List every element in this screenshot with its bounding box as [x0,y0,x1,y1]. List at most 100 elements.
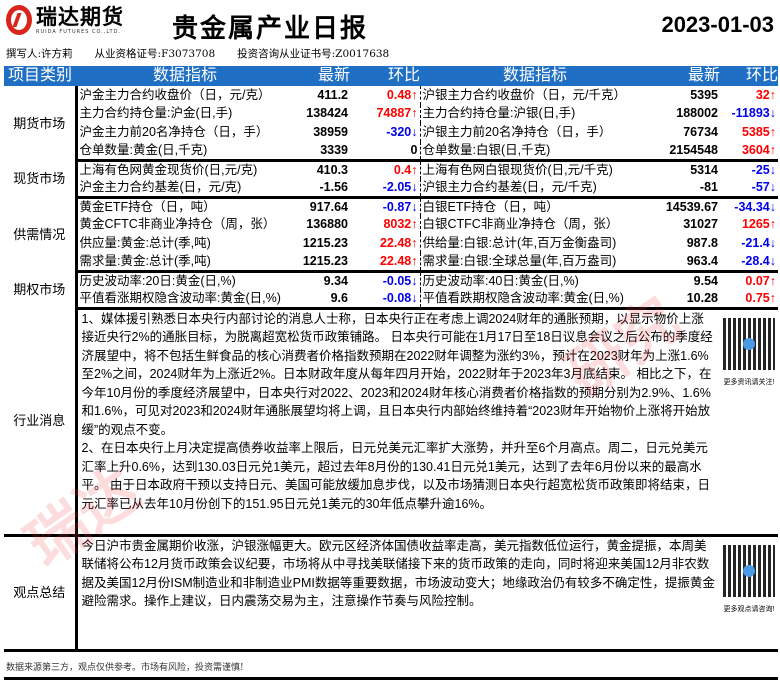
change-value: 1265↑ [741,217,776,232]
qr-caption: 更多资讯请关注! [723,378,775,386]
indicator-name: 历史波动率:40日:黄金(日,%) [422,273,579,288]
change-value: 0.75↑ [720,289,778,310]
change-value: 22.48↑ [350,234,421,253]
summary-category: 观点总结 [4,535,78,652]
news-item-1: 1、媒体援引熟悉日本央行内部讨论的消息人士称，日本央行正在考虑上调2024财年的… [81,311,713,437]
latest-value: 5395 [690,87,718,102]
report-header: 瑞达期货 RUIDA FUTURES CO.,LTD. 贵金属产业日报 2023-… [0,0,780,44]
section-category: 现货市场 [4,160,78,197]
logo-name: 瑞达期货 [36,5,124,29]
change-value: -25↓ [751,162,776,177]
news-row: 行业消息 1、媒体援引熟悉日本央行内部讨论的消息人士称，日本央行正在考虑上调20… [4,308,778,537]
table-row: 需求量:黄金:总计(季,吨) 1215.23 22.48↑ 需求量:白银:全球总… [4,252,778,273]
indicator-name: 沪金主力前20名净持仓（日，手） [79,124,269,139]
indicator-name: 平值看跌期权隐含波动率:黄金(日,%) [420,289,650,310]
consult-number: 投资咨询从业证书号:Z0017638 [237,48,390,60]
col-indicator: 数据指标 [76,66,294,86]
latest-value: 9.34 [323,273,348,288]
change-value: -28.4↓ [720,252,778,273]
author-info: 撰写人:许方莉 从业资格证号:F3073708 投资咨询从业证书号:Z0017638 [6,46,411,61]
change-value: 32↑ [755,87,776,102]
summary-text: 今日沪市贵金属期价收涨，沪银涨幅更大。欧元区经济体国债收益率走高，美元指数低位运… [76,535,720,652]
col-change-2: 环比 [720,66,778,86]
table-row: 平值看涨期权隐含波动率:黄金(日,%) 9.6 -0.08↓ 平值看跌期权隐含波… [4,289,778,310]
disclaimer: 数据来源第三方，观点仅供参考。市场有风险，投资需谨慎! [6,663,244,673]
table-row: 沪金主力合约基差(日，元/克) -1.56 -2.05↓ 沪银主力合约基差(日，… [4,178,778,199]
change-value: 0.48↑ [350,86,421,105]
change-value: 3604↑ [720,141,778,162]
table-row: 仓单数量:黄金(日,千克) 3339 0 仓单数量:白银(日,千克) 21545… [4,141,778,162]
table-row: 供应量:黄金:总计(季,吨) 1215.23 22.48↑ 供给量:白银:总计(… [4,234,778,253]
table-row: 黄金CFTC非商业净持仓（周，张） 136880 8032↑ 白银CTFC非商业… [4,215,778,234]
col-category: 项目类别 [4,66,76,86]
change-value: -0.08↓ [350,289,421,310]
latest-value: 5314 [690,162,718,177]
indicator-name: 沪金主力合约收盘价（日，元/克） [79,87,271,102]
latest-value: 963.4 [650,252,720,273]
latest-value: 3339 [294,141,350,162]
indicator-name: 黄金CFTC非商业净持仓（周，张） [79,217,276,232]
indicator-name: 主力合约持仓量:沪金(日,手) [79,106,233,121]
table-row: 期货市场 沪金主力合约收盘价（日，元/克） 411.2 0.48↑ 沪银主力合约收… [4,86,778,160]
latest-value: 1215.23 [302,235,348,250]
indicator-name: 供应量:黄金:总计(季,吨) [79,235,211,250]
latest-value: 917.64 [309,199,348,214]
footer-divider [4,677,778,680]
qr-caption: 更多观点请咨询! [723,605,775,613]
change-value: -11893↓ [731,106,776,121]
logo-icon [6,5,32,35]
col-latest-2: 最新 [650,66,720,86]
news-text: 1、媒体援引熟悉日本央行内部讨论的消息人士称，日本央行正在考虑上调2024财年的… [76,308,720,537]
col-latest: 最新 [294,66,350,86]
table-row: 期权市场 历史波动率:20日:黄金(日,%) 9.34 -0.05↓ 历史波动率:… [4,271,778,308]
indicator-name: 白银ETF持仓（日，吨） [422,199,559,214]
qr-code-icon [723,317,775,370]
indicator-name: 仓单数量:白银(日,千克) [420,141,650,162]
indicator-name: 历史波动率:20日:黄金(日,%) [79,273,236,288]
data-table: 项目类别 数据指标 最新 环比 数据指标 最新 环比 期货市场 沪金主力合约收盘价… [4,66,778,652]
indicator-name: 需求量:黄金:总计(季,吨) [76,252,294,273]
latest-value: 10.28 [650,289,720,310]
latest-value: -81 [650,178,720,199]
indicator-name: 沪金主力合约基差(日，元/克) [76,178,294,199]
change-value: 5385↑ [741,124,776,139]
company-logo: 瑞达期货 RUIDA FUTURES CO.,LTD. [6,5,124,35]
latest-value: 76734 [683,124,718,139]
indicator-name: 沪银主力合约收盘价（日，元/千克） [422,87,626,102]
news-qr: 更多资讯请关注! [720,308,778,537]
summary-row: 观点总结 今日沪市贵金属期价收涨，沪银涨幅更大。欧元区经济体国债收益率走高，美元… [4,535,778,652]
change-value: -21.4↓ [741,235,776,250]
logo-english: RUIDA FUTURES CO.,LTD. [36,29,122,35]
indicator-name: 上海有色网白银现货价(日,元/千克) [422,162,613,177]
col-indicator-2: 数据指标 [420,66,650,86]
latest-value: 411.2 [317,87,348,102]
author: 撰写人:许方莉 [6,48,73,60]
qualification-number: 从业资格证号:F3073708 [94,48,216,60]
table-header: 项目类别 数据指标 最新 环比 数据指标 最新 环比 [4,66,778,86]
indicator-name: 需求量:白银:全球总量(年,百万盎司) [420,252,650,273]
indicator-name: 白银CTFC非商业净持仓（周，张） [422,217,619,232]
latest-value: 1215.23 [294,252,350,273]
indicator-name: 黄金ETF持仓（日，吨） [79,199,216,214]
latest-value: 14539.67 [665,199,718,214]
section-category: 供需情况 [4,197,78,271]
change-value: 0 [350,141,421,162]
latest-value: 987.8 [686,235,718,250]
latest-value: 9.54 [693,273,718,288]
summary-qr: 更多观点请咨询! [720,535,778,652]
latest-value: 188002 [676,106,718,121]
news-item-2: 2、在日本央行上月决定提高债券收益率上限后，日元兑美元汇率扩大涨势，并升至6个月… [81,441,710,511]
change-value: 0.07↑ [745,273,776,288]
latest-value: 38959 [313,124,348,139]
change-value: 0.4↑ [350,160,421,179]
latest-value: 9.6 [294,289,350,310]
section-category: 期货市场 [4,86,78,160]
indicator-name: 主力合约持仓量:沪银(日,手) [422,106,576,121]
indicator-name: 仓单数量:黄金(日,千克) [76,141,294,162]
indicator-name: 沪银主力合约基差(日，元/千克) [420,178,650,199]
latest-value: 31027 [683,217,718,232]
section-category: 期权市场 [4,271,78,308]
latest-value: 410.3 [316,162,348,177]
latest-value: -1.56 [294,178,350,199]
change-value: -2.05↓ [350,178,421,199]
